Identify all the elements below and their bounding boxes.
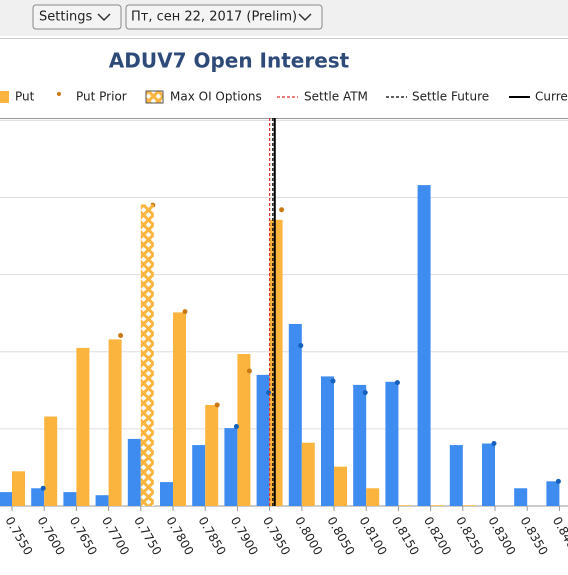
prior-dot <box>330 378 336 384</box>
bar <box>546 481 560 506</box>
prior-dot <box>298 343 304 349</box>
bar <box>269 219 283 506</box>
legend-swatch <box>57 92 61 96</box>
prior-dot <box>279 207 285 213</box>
legend-label: Put <box>15 90 35 104</box>
bar <box>449 445 463 506</box>
bar <box>256 374 270 506</box>
x-tick-label: 0.7900 <box>228 514 261 557</box>
x-tick-label: 0.8300 <box>485 514 518 557</box>
bar <box>12 471 25 506</box>
bar <box>482 443 495 506</box>
bar <box>385 381 399 506</box>
chart-title: ADUV7 Open Interest <box>109 49 350 73</box>
x-tick-label: 0.7700 <box>99 514 132 557</box>
prior-dot <box>233 424 239 430</box>
prior-dot <box>118 333 124 339</box>
bar <box>353 384 367 506</box>
x-tick-label: 0.8350 <box>518 514 551 557</box>
bar <box>366 488 380 506</box>
prior-dot <box>214 402 220 408</box>
x-tick-label: 0.7750 <box>131 514 164 557</box>
prior-dot <box>266 390 272 396</box>
x-tick-label: 0.7850 <box>196 514 229 557</box>
bar <box>127 438 141 506</box>
bar <box>205 404 219 506</box>
date-button[interactable] <box>125 4 323 30</box>
prior-dot <box>491 441 497 447</box>
bar <box>192 445 206 506</box>
bar <box>140 204 154 507</box>
x-tick-label: 0.8200 <box>421 514 454 557</box>
x-tick-label: 0.8150 <box>389 514 422 557</box>
settings-button[interactable] <box>32 4 122 30</box>
prior-dot <box>182 309 188 315</box>
legend-label: Max OI Options <box>170 90 262 104</box>
x-tick-label: 0.7950 <box>260 514 293 557</box>
legend-label: Settle ATM <box>304 90 368 104</box>
bar <box>224 428 238 506</box>
x-tick-label: 0.8050 <box>324 514 357 557</box>
prior-dot <box>40 485 46 491</box>
chevron <box>298 13 312 22</box>
bar <box>76 347 90 506</box>
chevron <box>97 13 111 22</box>
bar <box>321 376 334 506</box>
x-tick-label: 0.8000 <box>292 514 325 557</box>
x-tick-label: 0.7550 <box>2 514 35 557</box>
bar <box>63 492 77 506</box>
legend-label: Current <box>535 90 568 104</box>
bar <box>108 339 122 506</box>
bar <box>398 505 412 506</box>
x-tick-label: 0.7650 <box>67 514 100 557</box>
prior-dot <box>394 380 400 386</box>
bar <box>334 466 347 506</box>
x-tick-label: 0.7800 <box>163 514 196 557</box>
bar <box>288 323 302 506</box>
prior-dot <box>362 390 368 396</box>
bar <box>44 416 58 506</box>
bar <box>0 492 12 506</box>
bar <box>173 312 186 506</box>
legend-label: Put Prior <box>76 90 127 104</box>
bar <box>417 185 431 506</box>
legend-label: Settle Future <box>412 90 489 104</box>
legend-swatch <box>145 90 164 104</box>
bar <box>95 495 109 506</box>
bar <box>301 442 315 506</box>
prior-dot <box>555 478 561 484</box>
prior-dot <box>246 368 252 374</box>
settings-label: Settings <box>39 10 93 25</box>
bar <box>237 354 251 506</box>
date-label: Пт, сен 22, 2017 (Prelim) <box>131 10 297 25</box>
x-tick-label: 0.8100 <box>357 514 390 557</box>
x-tick-label: 0.8250 <box>453 514 486 557</box>
bar <box>430 505 444 506</box>
bar <box>160 482 173 506</box>
bar <box>31 488 45 506</box>
bar <box>462 505 476 506</box>
x-tick-label: 0.8400 <box>550 514 568 557</box>
x-tick-label: 0.7600 <box>35 514 68 557</box>
bar <box>514 488 528 506</box>
legend-swatch <box>0 91 9 103</box>
